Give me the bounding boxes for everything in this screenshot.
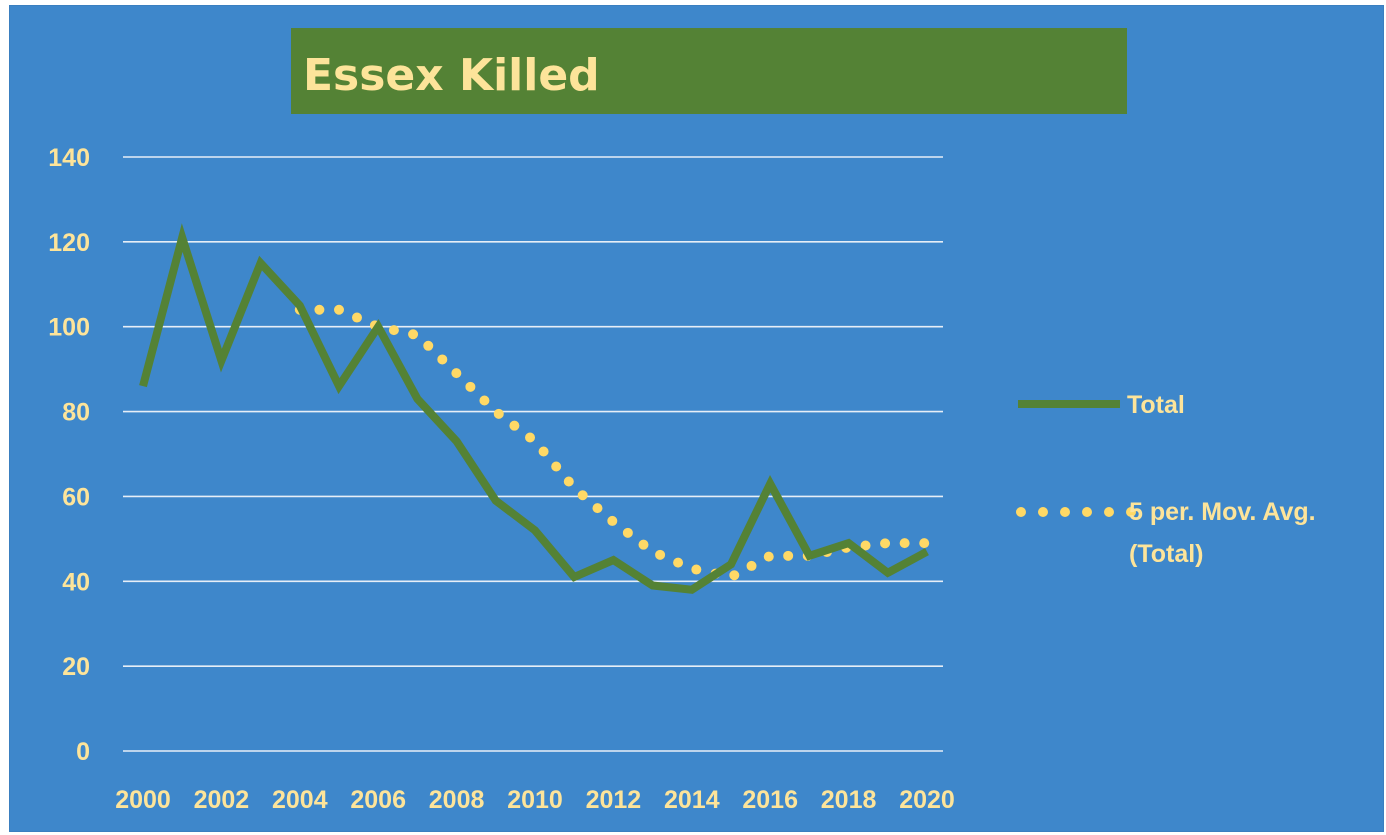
legend-swatch-dot <box>1060 507 1070 517</box>
chart-area <box>9 5 1384 832</box>
legend-swatch-moving-average <box>1016 507 1136 517</box>
x-tick-label: 2008 <box>429 786 485 814</box>
x-tick-label: 2016 <box>742 786 798 814</box>
y-tick-label: 140 <box>48 144 90 172</box>
y-tick-label: 100 <box>48 314 90 342</box>
legend-swatch-dot <box>1038 507 1048 517</box>
legend-swatch-dot <box>1126 507 1136 517</box>
plot-series <box>139 223 932 594</box>
y-tick-label: 40 <box>62 568 90 596</box>
chart-title-group: Essex Killed <box>291 28 1127 114</box>
y-tick-label: 0 <box>76 738 90 766</box>
x-axis-ticks: 2000 2002 2004 2006 2008 2010 2012 2014 2016 2018… <box>115 786 955 814</box>
x-tick-label: 2018 <box>821 786 877 814</box>
x-tick-label: 2010 <box>507 786 563 814</box>
y-tick-label: 120 <box>48 229 90 257</box>
x-tick-label: 2020 <box>899 786 955 814</box>
y-axis-ticks: 0 20 40 60 80 100 120 140 <box>48 144 90 766</box>
x-tick-label: 2012 <box>586 786 642 814</box>
series-line-total <box>139 223 929 594</box>
legend-swatch-dot <box>1082 507 1092 517</box>
y-tick-label: 80 <box>62 399 90 427</box>
x-tick-label: 2000 <box>115 786 171 814</box>
legend-label-moving-average: 5 per. Mov. Avg. <box>1129 498 1316 526</box>
y-tick-label: 20 <box>62 653 90 681</box>
legend-label-total: Total <box>1127 391 1185 419</box>
gridlines <box>123 156 943 752</box>
chart-title: Essex Killed <box>303 50 600 101</box>
x-tick-label: 2002 <box>194 786 250 814</box>
legend-swatch-dot <box>1016 507 1026 517</box>
x-tick-label: 2006 <box>350 786 406 814</box>
x-tick-label: 2014 <box>664 786 720 814</box>
legend-swatch-dot <box>1104 507 1114 517</box>
chart-title-box <box>291 28 1127 114</box>
legend-label-moving-average-line2: (Total) <box>1129 540 1204 568</box>
legend: Total 5 per. Mov. Avg. (Total) <box>1016 391 1316 568</box>
y-tick-label: 60 <box>62 483 90 511</box>
x-tick-label: 2004 <box>272 786 328 814</box>
